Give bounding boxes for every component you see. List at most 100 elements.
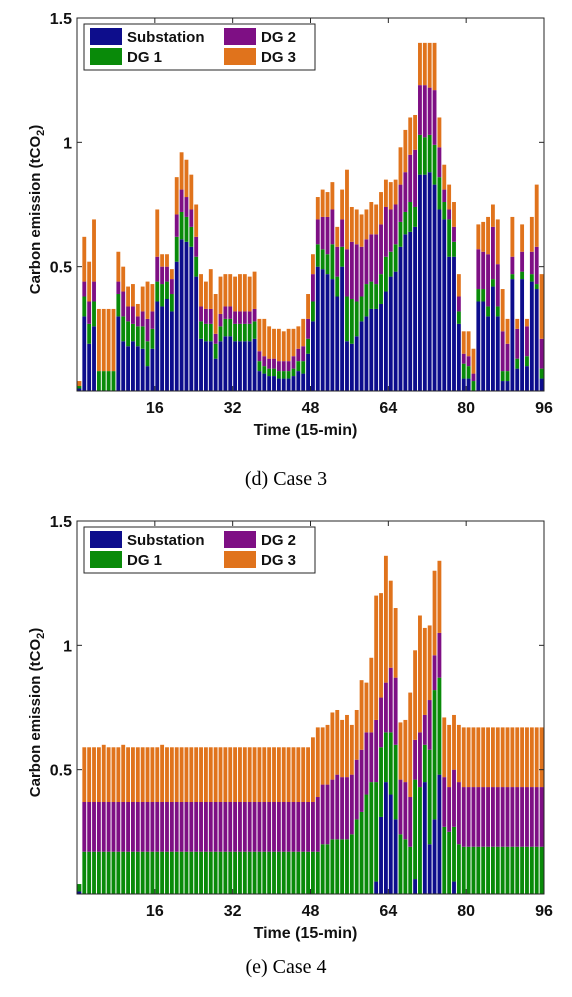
bar-dg-3-64 bbox=[383, 179, 388, 207]
bar-dg-3-49 bbox=[311, 254, 315, 275]
bar-dg-1-58 bbox=[354, 301, 359, 337]
bar-dg-2-74 bbox=[432, 655, 437, 691]
bar-dg-3-17 bbox=[155, 747, 160, 802]
bar-dg-1-49 bbox=[311, 301, 315, 322]
bar-dg-1-88 bbox=[500, 846, 505, 894]
bar-dg-3-74 bbox=[432, 570, 437, 656]
bar-dg-3-21 bbox=[174, 747, 179, 802]
bar-dg-2-66 bbox=[393, 677, 398, 745]
bar-dg-3-37 bbox=[252, 271, 257, 309]
bar-substation-30 bbox=[218, 341, 223, 391]
bar-dg-3-10 bbox=[121, 266, 126, 292]
bar-dg-1-66 bbox=[393, 244, 398, 272]
bar-dg-2-39 bbox=[262, 356, 267, 367]
bar-dg-1-34 bbox=[238, 323, 242, 342]
bar-dg-1-70 bbox=[413, 206, 418, 227]
bar-dg-2-67 bbox=[398, 184, 403, 222]
legend-label-substation: Substation bbox=[127, 29, 205, 46]
bar-dg-3-55 bbox=[340, 189, 345, 220]
bar-dg-1-28 bbox=[208, 323, 213, 342]
bar-dg-1-19 bbox=[165, 281, 169, 299]
bar-dg-3-92 bbox=[520, 727, 525, 788]
bar-dg-2-61 bbox=[369, 732, 374, 783]
bar-dg-2-88 bbox=[500, 787, 505, 847]
bar-dg-2-2 bbox=[82, 801, 87, 852]
bar-dg-2-80 bbox=[461, 787, 466, 847]
bar-dg-1-80 bbox=[461, 846, 466, 894]
bar-dg-1-36 bbox=[247, 323, 252, 342]
bar-dg-2-70 bbox=[413, 739, 418, 780]
bar-dg-2-38 bbox=[257, 801, 262, 852]
bar-dg-1-92 bbox=[520, 271, 525, 280]
bar-dg-2-41 bbox=[272, 801, 276, 852]
bar-dg-2-94 bbox=[529, 251, 534, 275]
bar-dg-1-70 bbox=[413, 779, 418, 880]
bar-dg-2-31 bbox=[223, 306, 228, 319]
bar-dg-1-95 bbox=[534, 846, 539, 894]
bar-dg-1-36 bbox=[247, 851, 252, 894]
bar-dg-3-1 bbox=[77, 381, 82, 387]
bar-dg-2-35 bbox=[242, 311, 247, 324]
bar-dg-3-32 bbox=[228, 747, 233, 802]
bar-dg-3-34 bbox=[238, 274, 242, 312]
bar-dg-3-96 bbox=[539, 274, 544, 339]
bar-dg-2-90 bbox=[510, 256, 515, 275]
x-axis-label: Time (15-min) bbox=[254, 925, 358, 942]
bar-dg-2-96 bbox=[539, 338, 544, 369]
x-axis-label: Time (15-min) bbox=[254, 422, 358, 439]
bar-dg-3-64 bbox=[383, 555, 388, 683]
bar-dg-2-71 bbox=[418, 732, 422, 788]
bar-substation-25 bbox=[194, 276, 199, 391]
bar-dg-2-45 bbox=[291, 356, 296, 369]
legend-swatch-substation bbox=[90, 28, 122, 45]
bar-dg-3-22 bbox=[179, 747, 184, 802]
stacked-bar-chart-case-4: 16 32 48 64 80 96 0.5 1 1.5 Time (15-min) Carbon e… bbox=[27, 514, 553, 942]
bar-dg-1-89 bbox=[505, 846, 510, 894]
bar-dg-2-47 bbox=[301, 801, 306, 852]
bar-dg-3-59 bbox=[359, 680, 364, 750]
bar-dg-3-10 bbox=[121, 744, 126, 802]
bar-substation-91 bbox=[515, 368, 520, 391]
bar-dg-3-46 bbox=[296, 326, 301, 349]
bar-substation-70 bbox=[413, 226, 418, 391]
bar-dg-2-43 bbox=[281, 801, 286, 852]
bar-substation-4 bbox=[92, 326, 96, 391]
bar-dg-2-22 bbox=[179, 801, 184, 852]
x-tick-label: 32 bbox=[224, 400, 242, 417]
bar-dg-3-39 bbox=[262, 318, 267, 357]
stacked-bar-chart-case-3: 16 32 48 64 80 96 0.5 1 1.5 Time (15-min) Carbon e… bbox=[27, 11, 553, 439]
bar-dg-2-83 bbox=[476, 787, 481, 847]
bar-dg-2-24 bbox=[189, 209, 194, 227]
x-tick-label: 64 bbox=[379, 400, 397, 417]
bar-substation-72 bbox=[422, 174, 427, 391]
bar-substation-34 bbox=[238, 341, 242, 391]
bar-dg-1-15 bbox=[145, 341, 150, 367]
bar-substation-75 bbox=[437, 774, 442, 894]
bar-dg-1-61 bbox=[369, 782, 374, 894]
bar-substation-28 bbox=[208, 341, 213, 391]
y-axis-label: Carbon emission (tCO2) bbox=[27, 125, 47, 294]
bar-dg-3-13 bbox=[135, 303, 140, 317]
bar-dg-1-17 bbox=[155, 281, 160, 302]
bar-dg-2-8 bbox=[111, 801, 116, 852]
bar-dg-3-5 bbox=[96, 308, 101, 372]
bar-dg-1-47 bbox=[301, 851, 306, 894]
bar-dg-1-20 bbox=[169, 294, 174, 312]
bar-dg-2-40 bbox=[267, 358, 272, 369]
bar-dg-1-49 bbox=[311, 851, 315, 894]
bar-substation-43 bbox=[281, 378, 286, 391]
bar-substation-78 bbox=[452, 881, 456, 894]
bar-dg-1-78 bbox=[452, 241, 456, 257]
bar-dg-3-89 bbox=[505, 727, 510, 788]
bar-dg-1-50 bbox=[315, 851, 320, 894]
bar-dg-2-82 bbox=[471, 373, 476, 382]
bar-dg-1-15 bbox=[145, 851, 150, 894]
bar-substation-26 bbox=[199, 338, 203, 391]
bar-substation-2 bbox=[82, 316, 87, 391]
bar-dg-3-61 bbox=[369, 202, 374, 235]
bar-dg-1-90 bbox=[510, 846, 515, 894]
bar-dg-3-70 bbox=[413, 114, 418, 150]
bar-dg-2-23 bbox=[184, 801, 189, 852]
bar-dg-1-83 bbox=[476, 846, 481, 894]
legend-swatch-dg-1 bbox=[90, 551, 122, 568]
